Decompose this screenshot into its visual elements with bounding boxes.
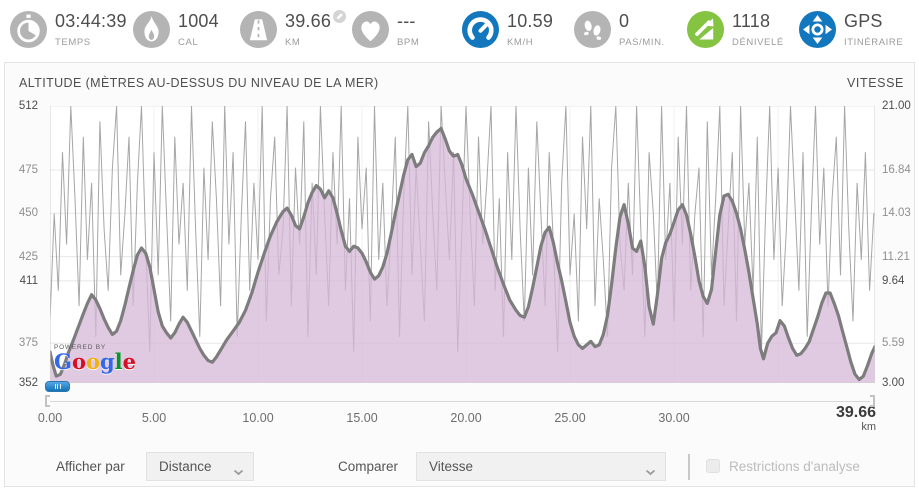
distance-axis-label: 0.00: [37, 411, 63, 425]
distance-value: 39.66: [285, 11, 332, 31]
altitude-area: [50, 128, 875, 383]
stat-gps-route: GPS ITINÉRAIRE: [799, 11, 903, 50]
ascent-value: 1118: [732, 11, 771, 31]
altitude-axis-label: 450: [18, 207, 38, 220]
speed-label: KM/H: [507, 37, 534, 48]
altitude-speed-chart[interactable]: [50, 106, 875, 383]
gps-label: ITINÉRAIRE: [844, 37, 904, 48]
duration-value: 03:44:39: [55, 11, 127, 31]
altitude-axis-label: 411: [19, 274, 38, 287]
speed-value: 10.59: [507, 11, 554, 31]
heart-icon: [352, 11, 389, 48]
speed-axis-label: 16.84: [882, 164, 911, 177]
distance-axis-label: 15.00: [346, 411, 378, 425]
compare-selected-value: Vitesse: [429, 459, 474, 474]
altitude-axis-label: 475: [18, 164, 38, 177]
speedometer-icon: [462, 11, 499, 48]
distance-axis-label: 25.00: [554, 411, 586, 425]
duration-label: TEMPS: [55, 37, 91, 48]
heart-rate-value: ---: [397, 11, 416, 31]
heart-rate-label: BPM: [397, 37, 420, 48]
speed-axis-label: 3.00: [882, 377, 905, 389]
chevron-down-icon: [645, 464, 656, 479]
calories-label: CAL: [178, 37, 199, 48]
altitude-line: [50, 126, 875, 382]
speed-axis: 21.00 16.84 14.03 11.21 9.64 5.59 3.00: [882, 100, 916, 389]
stopwatch-icon: [10, 11, 47, 48]
speed-axis-label: 9.64: [882, 274, 905, 287]
cadence-value: 0: [619, 11, 630, 31]
distance-axis-label: 10.00: [242, 411, 274, 425]
ascent-label: DÉNIVELÉ: [732, 37, 784, 48]
cadence-label: PAS/MIN.: [619, 37, 665, 48]
summary-stats-bar: 03:44:39 TEMPS 1004 CAL 39.66 KM ---: [0, 0, 919, 62]
distance-axis: 0.00 5.00 10.00 15.00 20.00 25.00 30.00: [5, 411, 914, 427]
edit-distance-icon[interactable]: [333, 10, 347, 23]
stat-cadence: 0 PAS/MIN.: [574, 11, 665, 50]
speed-axis-label: 14.03: [882, 207, 911, 220]
stat-ascent: 1118 DÉNIVELÉ: [687, 11, 784, 50]
chart-title-altitude: ALTITUDE (MÈTRES AU-DESSUS DU NIVEAU DE …: [19, 76, 379, 90]
speed-axis-label: 21.00: [882, 100, 911, 112]
ascent-icon: [687, 11, 724, 48]
google-watermark: POWERED BY Google: [54, 344, 136, 373]
altitude-axis-label: 375: [18, 337, 38, 350]
restrictions-checkbox[interactable]: [706, 459, 720, 473]
stat-speed: 10.59 KM/H: [462, 11, 553, 50]
altitude-axis-label: 352: [18, 377, 38, 389]
flame-icon: [133, 11, 170, 48]
show-by-select[interactable]: Distance: [146, 452, 254, 481]
chevron-down-icon: [233, 464, 244, 479]
powered-by-text: POWERED BY: [54, 344, 107, 351]
calories-value: 1004: [178, 11, 219, 31]
distance-axis-label: 5.00: [141, 411, 167, 425]
distance-end-value: 39.66: [835, 404, 876, 421]
analysis-panel: ALTITUDE (MÈTRES AU-DESSUS DU NIVEAU DE …: [4, 62, 915, 487]
stat-duration: 03:44:39 TEMPS: [10, 11, 127, 50]
range-left-bracket-icon[interactable]: [45, 395, 50, 407]
distance-label: KM: [285, 37, 301, 48]
gps-value: GPS: [844, 11, 883, 31]
restrictions-label: Restrictions d'analyse: [729, 459, 860, 474]
compare-select[interactable]: Vitesse: [416, 452, 666, 481]
google-logo: Google: [54, 349, 137, 374]
controls-divider: [688, 454, 690, 480]
distance-icon: [240, 11, 277, 48]
range-track[interactable]: [50, 401, 870, 402]
stat-distance: 39.66 KM: [240, 10, 347, 50]
altitude-axis-label: 512: [18, 100, 38, 112]
range-slider-handle[interactable]: [45, 381, 70, 392]
distance-axis-label: 30.00: [658, 411, 690, 425]
show-by-label: Afficher par: [56, 459, 125, 474]
show-by-selected-value: Distance: [159, 459, 212, 474]
altitude-axis-label: 425: [18, 250, 38, 263]
speed-axis-label: 5.59: [882, 337, 905, 350]
distance-axis-label: 20.00: [450, 411, 482, 425]
footsteps-icon: [574, 11, 611, 48]
range-right-bracket-icon[interactable]: [870, 395, 875, 407]
compare-label: Comparer: [338, 459, 399, 474]
chart-title-vitesse: VITESSE: [847, 76, 904, 90]
speed-axis-label: 11.21: [882, 250, 910, 263]
distance-end-unit: km: [861, 421, 876, 433]
altitude-axis: 512 475 450 425 411 375 352: [5, 100, 44, 389]
stat-calories: 1004 CAL: [133, 11, 219, 50]
gps-route-icon: [799, 11, 836, 48]
distance-end-label: 39.66 km: [785, 404, 876, 433]
stat-heart-rate: --- BPM: [352, 11, 419, 50]
